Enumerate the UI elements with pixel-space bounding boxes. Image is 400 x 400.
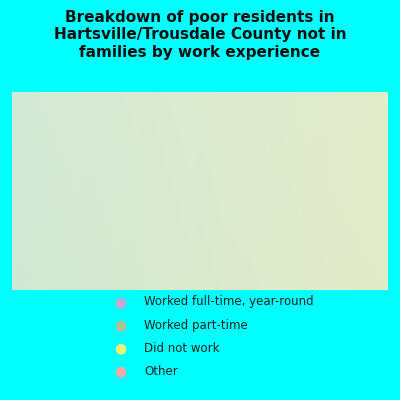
Text: ●: ● [114,341,126,355]
Text: Other: Other [144,365,178,378]
Text: City-Data.com: City-Data.com [288,106,352,115]
Text: ●: ● [114,365,126,378]
Text: Worked part-time: Worked part-time [144,319,248,332]
Wedge shape [188,115,198,148]
Wedge shape [124,116,203,267]
Text: ●: ● [114,318,126,332]
Wedge shape [197,115,257,162]
Wedge shape [202,140,276,267]
FancyBboxPatch shape [12,92,388,290]
Text: Did not work: Did not work [144,342,220,355]
Text: Breakdown of poor residents in
Hartsville/Trousdale County not in
families by wo: Breakdown of poor residents in Hartsvill… [54,10,346,60]
Text: ●: ● [114,295,126,309]
Text: Worked full-time, year-round: Worked full-time, year-round [144,296,314,308]
